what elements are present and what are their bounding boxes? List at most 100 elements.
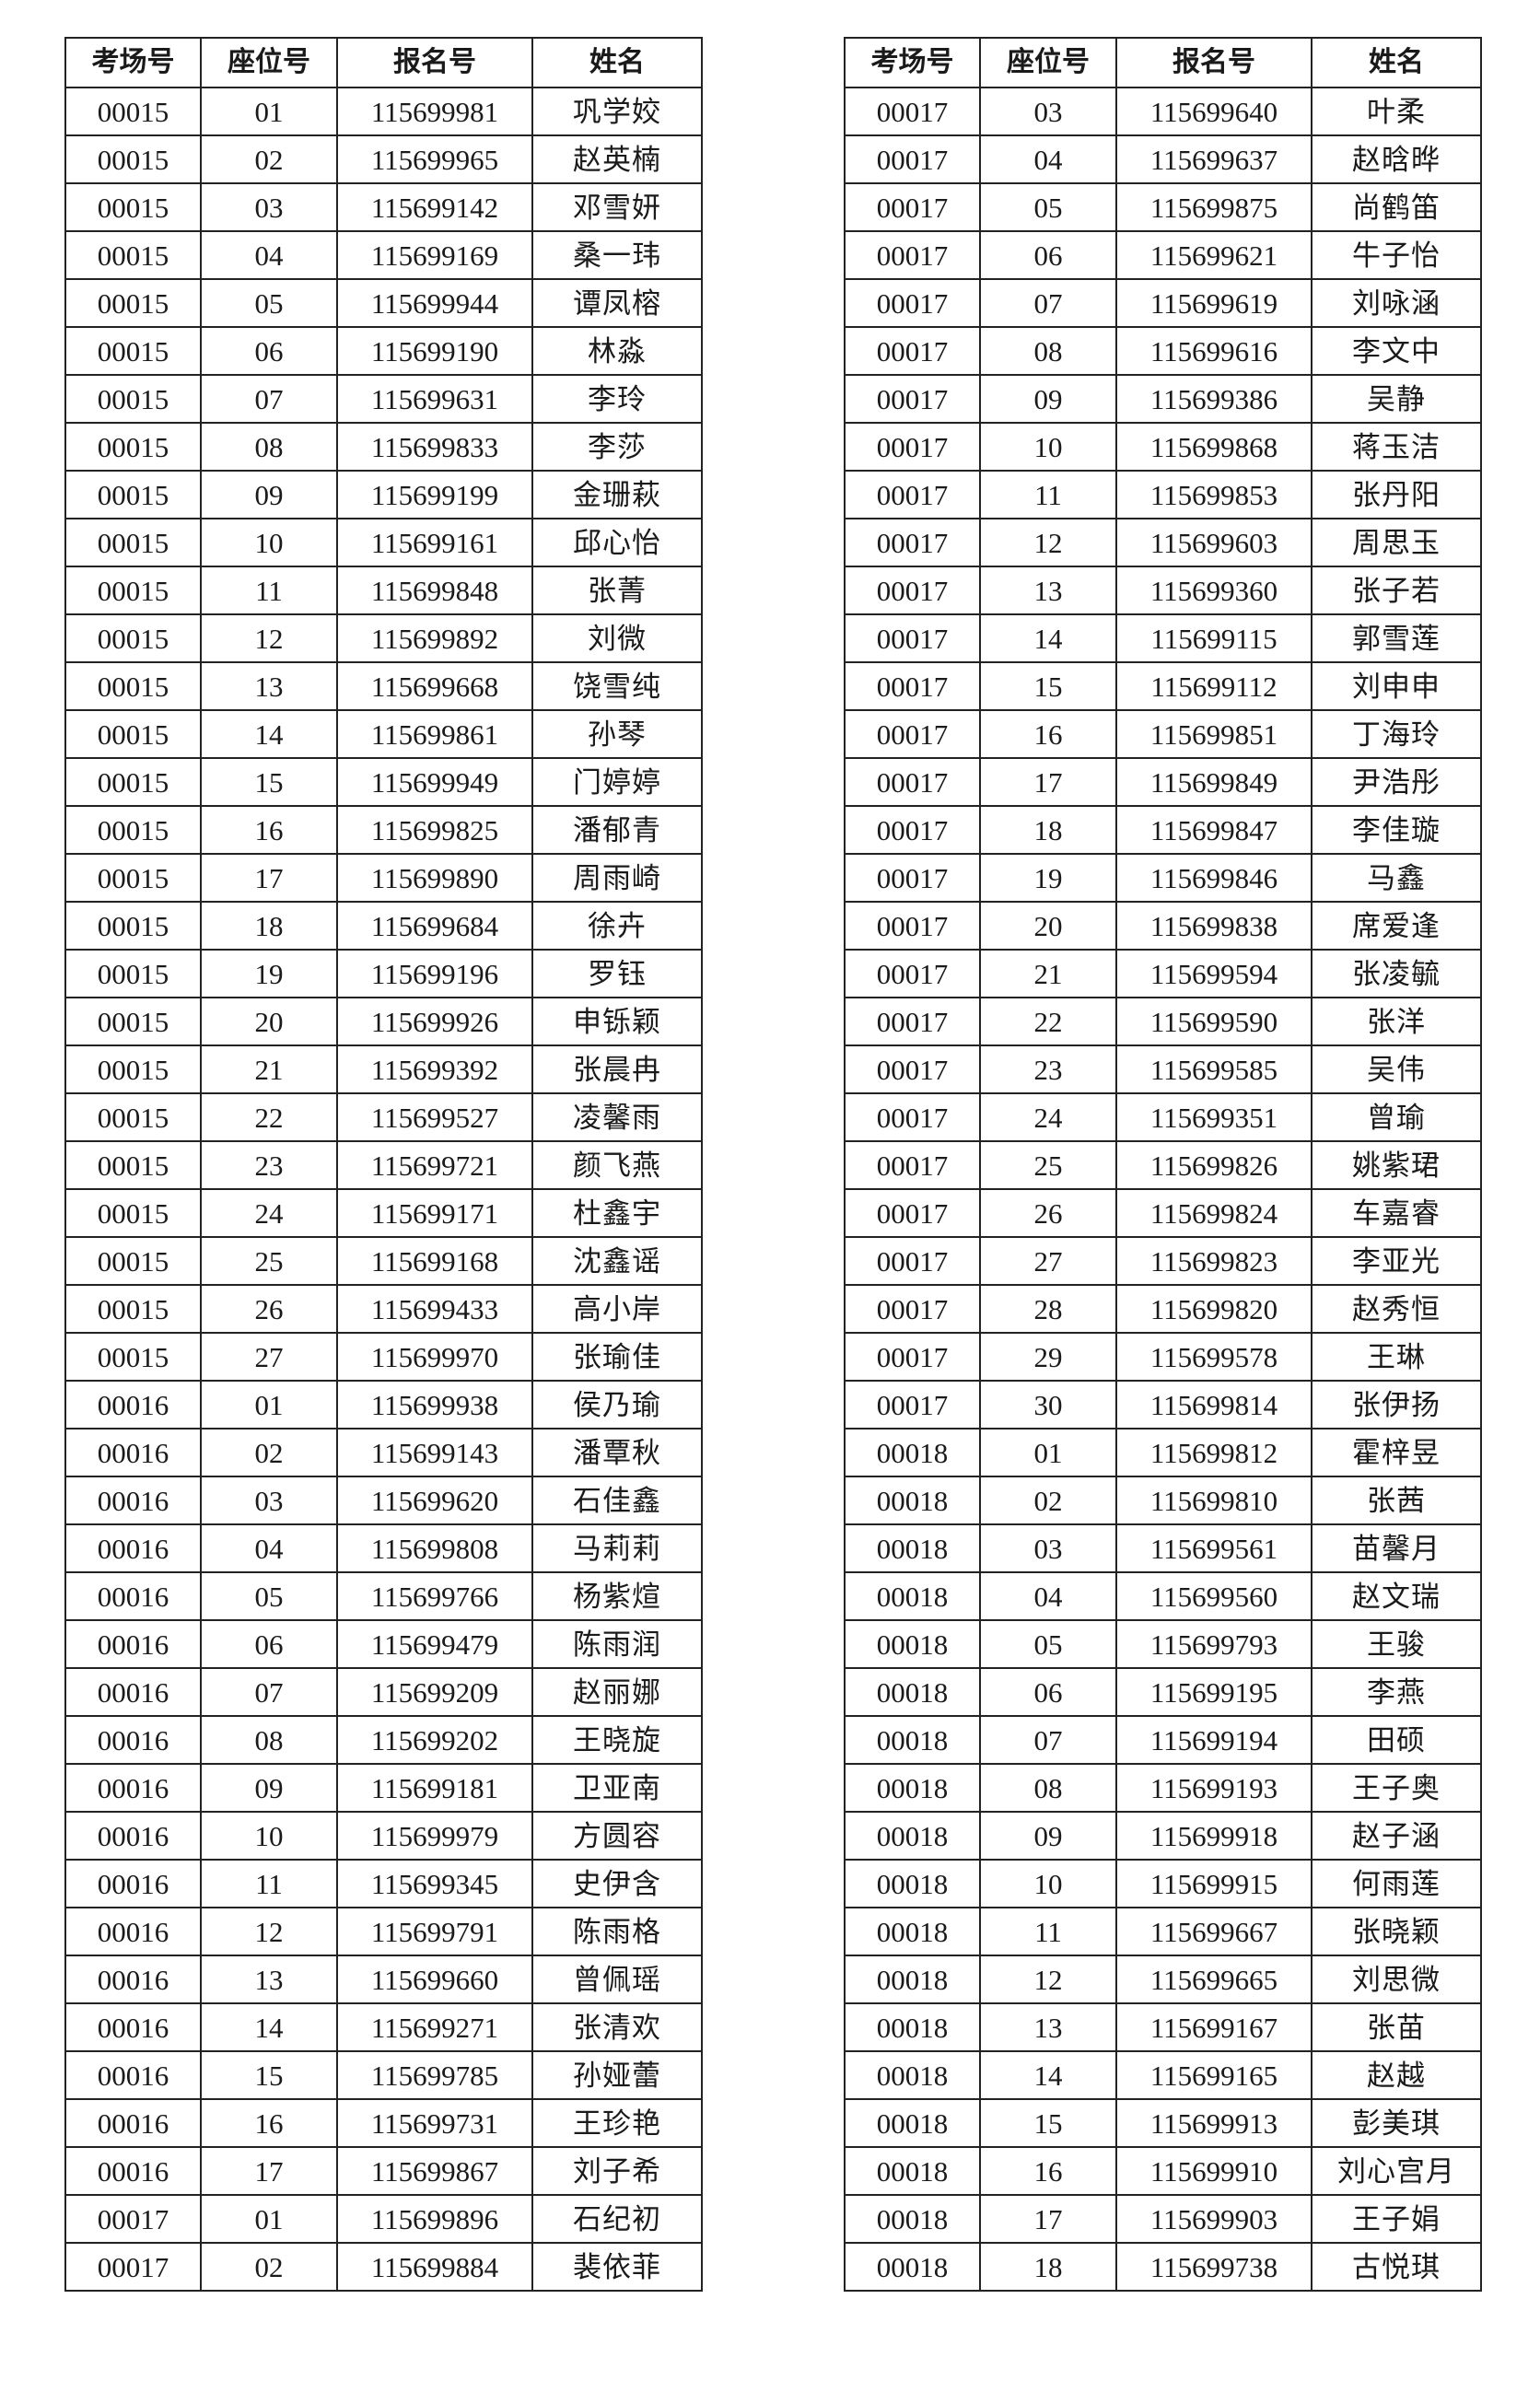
name-cell: 彭美琪 [1311, 2098, 1482, 2148]
name-cell: 古悦琪 [1311, 2242, 1482, 2292]
seat-number-cell: 18 [979, 805, 1117, 855]
name-cell: 李文中 [1311, 326, 1482, 376]
registration-number-cell: 115699910 [1115, 2146, 1312, 2196]
seat-number-cell: 07 [200, 1667, 338, 1717]
exam-room-cell: 00015 [64, 1332, 202, 1382]
registration-number-cell: 115699271 [336, 2002, 533, 2052]
name-cell: 张子若 [1311, 566, 1482, 615]
exam-room-cell: 00016 [64, 1811, 202, 1861]
table-row: 00017 17 115699849 尹浩彤 [844, 757, 1482, 807]
seat-number-cell: 19 [200, 949, 338, 998]
table-row: 00017 16 115699851 丁海玲 [844, 709, 1482, 759]
seat-number-cell: 23 [200, 1140, 338, 1190]
name-cell: 金珊萩 [531, 470, 703, 519]
name-cell: 门婷婷 [531, 757, 703, 807]
exam-room-cell: 00017 [844, 709, 981, 759]
registration-number-cell: 115699594 [1115, 949, 1312, 998]
exam-room-cell: 00018 [844, 2098, 981, 2148]
seat-number-cell: 30 [979, 1380, 1117, 1430]
exam-room-cell: 00018 [844, 1811, 981, 1861]
table-row: 00015 24 115699171 杜鑫宇 [64, 1188, 703, 1238]
header-name: 姓名 [1311, 37, 1482, 88]
exam-room-cell: 00018 [844, 2050, 981, 2100]
seat-number-cell: 08 [200, 1715, 338, 1765]
exam-room-cell: 00017 [844, 1044, 981, 1094]
name-cell: 徐卉 [531, 901, 703, 951]
exam-room-cell: 00017 [844, 1188, 981, 1238]
table-row: 00018 18 115699738 古悦琪 [844, 2242, 1482, 2292]
table-row: 00018 13 115699167 张苗 [844, 2002, 1482, 2052]
exam-room-cell: 00015 [64, 949, 202, 998]
seat-number-cell: 08 [979, 326, 1117, 376]
exam-room-cell: 00015 [64, 422, 202, 472]
table-row: 00018 08 115699193 王子奥 [844, 1763, 1482, 1813]
name-cell: 裴依菲 [531, 2242, 703, 2292]
seat-number-cell: 10 [200, 518, 338, 567]
exam-room-cell: 00017 [844, 853, 981, 903]
seat-number-cell: 14 [200, 709, 338, 759]
registration-number-cell: 115699527 [336, 1092, 533, 1142]
exam-room-cell: 00017 [844, 566, 981, 615]
seat-number-cell: 06 [979, 1667, 1117, 1717]
seat-number-cell: 17 [200, 2146, 338, 2196]
table-row: 00018 09 115699918 赵子涵 [844, 1811, 1482, 1861]
registration-number-cell: 115699161 [336, 518, 533, 567]
table-row: 00016 10 115699979 方圆容 [64, 1811, 703, 1861]
name-cell: 凌馨雨 [531, 1092, 703, 1142]
exam-room-cell: 00018 [844, 1667, 981, 1717]
name-cell: 石佳鑫 [531, 1476, 703, 1525]
name-cell: 刘子希 [531, 2146, 703, 2196]
exam-room-cell: 00015 [64, 1236, 202, 1286]
exam-room-cell: 00016 [64, 1667, 202, 1717]
table-row: 00017 12 115699603 周思玉 [844, 518, 1482, 567]
registration-number-cell: 115699826 [1115, 1140, 1312, 1190]
name-cell: 潘覃秋 [531, 1428, 703, 1477]
seat-number-cell: 03 [979, 87, 1117, 136]
exam-room-cell: 00016 [64, 2146, 202, 2196]
exam-room-cell: 00015 [64, 853, 202, 903]
name-cell: 方圆容 [531, 1811, 703, 1861]
name-cell: 曾佩瑶 [531, 1955, 703, 2004]
registration-number-cell: 115699861 [336, 709, 533, 759]
name-cell: 姚紫珺 [1311, 1140, 1482, 1190]
table-row: 00015 03 115699142 邓雪妍 [64, 182, 703, 232]
name-cell: 尹浩彤 [1311, 757, 1482, 807]
name-cell: 孙娅蕾 [531, 2050, 703, 2100]
name-cell: 杜鑫宇 [531, 1188, 703, 1238]
table-row: 00015 23 115699721 颜飞燕 [64, 1140, 703, 1190]
name-cell: 马莉莉 [531, 1523, 703, 1573]
seat-number-cell: 26 [200, 1284, 338, 1334]
header-registration-number: 报名号 [1115, 37, 1312, 88]
name-cell: 吴伟 [1311, 1044, 1482, 1094]
exam-room-cell: 00017 [844, 230, 981, 280]
exam-room-cell: 00015 [64, 230, 202, 280]
exam-room-cell: 00016 [64, 1380, 202, 1430]
table-row: 00018 16 115699910 刘心宫月 [844, 2146, 1482, 2196]
seat-number-cell: 20 [200, 997, 338, 1046]
seat-number-cell: 17 [979, 757, 1117, 807]
name-cell: 张茜 [1311, 1476, 1482, 1525]
seat-number-cell: 16 [979, 2146, 1117, 2196]
registration-number-cell: 115699896 [336, 2194, 533, 2244]
table-row: 00017 19 115699846 马鑫 [844, 853, 1482, 903]
table-row: 00017 14 115699115 郭雪莲 [844, 613, 1482, 663]
table-row: 00017 18 115699847 李佳璇 [844, 805, 1482, 855]
name-cell: 刘申申 [1311, 661, 1482, 711]
exam-room-cell: 00018 [844, 2194, 981, 2244]
exam-room-cell: 00015 [64, 566, 202, 615]
seat-number-cell: 15 [200, 2050, 338, 2100]
table-row: 00015 22 115699527 凌馨雨 [64, 1092, 703, 1142]
name-cell: 尚鹤笛 [1311, 182, 1482, 232]
seat-number-cell: 16 [979, 709, 1117, 759]
registration-number-cell: 115699190 [336, 326, 533, 376]
seat-number-cell: 13 [979, 566, 1117, 615]
seat-number-cell: 11 [200, 566, 338, 615]
name-cell: 沈鑫谣 [531, 1236, 703, 1286]
registration-number-cell: 115699578 [1115, 1332, 1312, 1382]
table-row: 00016 17 115699867 刘子希 [64, 2146, 703, 2196]
table-row: 00018 05 115699793 王骏 [844, 1619, 1482, 1669]
table-row: 00015 04 115699169 桑一玮 [64, 230, 703, 280]
table-row: 00015 14 115699861 孙琴 [64, 709, 703, 759]
seat-number-cell: 13 [979, 2002, 1117, 2052]
exam-room-cell: 00017 [64, 2242, 202, 2292]
